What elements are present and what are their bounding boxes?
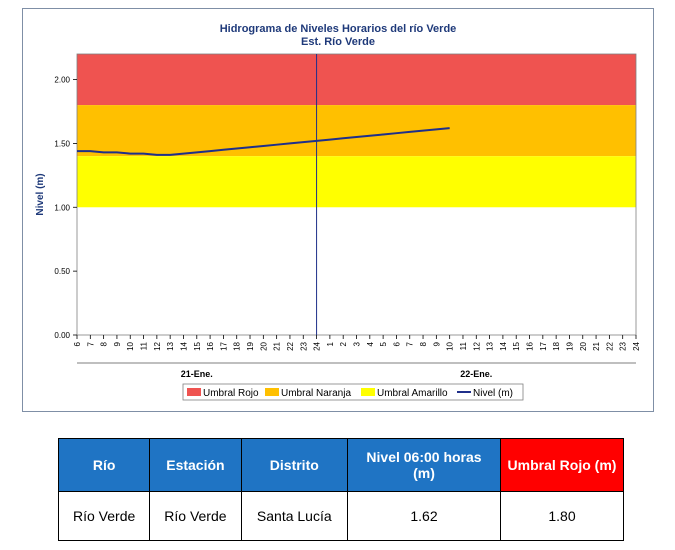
x-tick-label-40: 22 (605, 341, 614, 350)
x-tick-label-26: 8 (419, 341, 428, 346)
table-header-row: Río Estación Distrito Nivel 06:00 horas … (57, 438, 624, 492)
x-tick-label-39: 21 (592, 341, 601, 350)
x-tick-label-35: 17 (539, 341, 548, 350)
x-tick-label-33: 15 (512, 341, 521, 350)
y-tick-label-1: 0.50 (54, 267, 70, 276)
x-tick-label-32: 14 (499, 341, 508, 350)
x-tick-label-0: 6 (73, 341, 82, 346)
x-tick-label-24: 6 (392, 341, 401, 346)
x-tick-label-2: 8 (100, 341, 109, 346)
y-tick-label-3: 1.50 (54, 139, 70, 148)
y-tick-label-0: 0.00 (54, 331, 70, 340)
chart-title: Hidrograma de Niveles Horarios del río V… (220, 23, 457, 35)
x-tick-label-1: 7 (86, 341, 95, 346)
station-info-table: Río Estación Distrito Nivel 06:00 horas … (57, 438, 624, 541)
table-row: Río Verde Río Verde Santa Lucía 1.62 1.8… (57, 491, 624, 541)
x-tick-label-22: 4 (366, 341, 375, 346)
x-tick-label-19: 1 (326, 341, 335, 346)
threshold-band-2 (77, 156, 636, 208)
threshold-band-0 (77, 54, 636, 106)
x-tick-label-18: 24 (313, 341, 322, 350)
x-tick-label-7: 13 (166, 341, 175, 350)
cell-rio: Río Verde (57, 491, 151, 541)
cell-estacion: Río Verde (149, 491, 242, 541)
header-rio: Río (57, 438, 151, 492)
series-line-0 (77, 127, 450, 156)
legend-label-3: Nivel (m) (473, 388, 513, 399)
y-tick-label-4: 2.00 (54, 76, 70, 85)
x-tick-label-28: 10 (446, 341, 455, 350)
date-label-1: 22-Ene. (460, 369, 492, 379)
cell-distrito: Santa Lucía (240, 491, 349, 541)
x-tick-label-11: 17 (219, 341, 228, 350)
legend-label-1: Umbral Naranja (281, 388, 351, 399)
date-label-0: 21-Ene. (181, 369, 213, 379)
x-tick-label-29: 11 (459, 341, 468, 350)
header-estacion: Estación (149, 438, 242, 492)
x-tick-label-30: 12 (472, 341, 481, 350)
y-tick-label-2: 1.00 (54, 203, 70, 212)
hydrograph-chart: Hidrograma de Niveles Horarios del río V… (22, 8, 654, 412)
legend-label-0: Umbral Rojo (203, 388, 259, 399)
x-tick-label-6: 12 (153, 341, 162, 350)
x-tick-label-25: 7 (406, 341, 415, 346)
x-tick-label-41: 23 (619, 341, 628, 350)
legend-swatch-1 (265, 388, 279, 396)
y-axis-label: Nivel (m) (35, 173, 46, 215)
x-tick-label-21: 3 (353, 341, 362, 346)
x-tick-label-37: 19 (565, 341, 574, 350)
x-tick-label-8: 14 (179, 341, 188, 350)
x-tick-label-42: 24 (632, 341, 641, 350)
x-tick-label-38: 20 (579, 341, 588, 350)
x-tick-label-23: 5 (379, 341, 388, 346)
x-tick-label-3: 9 (113, 341, 122, 346)
x-tick-label-4: 10 (126, 341, 135, 350)
legend-label-2: Umbral Amarillo (377, 388, 448, 399)
cell-nivel: 1.62 (347, 491, 501, 541)
cell-umbral-rojo: 1.80 (500, 491, 624, 541)
x-tick-label-31: 13 (486, 341, 495, 350)
legend-swatch-2 (361, 388, 375, 396)
header-nivel: Nivel 06:00 horas (m) (347, 438, 501, 492)
x-tick-label-15: 21 (273, 341, 282, 350)
x-tick-label-16: 22 (286, 341, 295, 350)
header-distrito: Distrito (240, 438, 349, 492)
x-tick-label-34: 16 (526, 341, 535, 350)
x-tick-label-17: 23 (299, 341, 308, 350)
x-tick-label-14: 20 (259, 341, 268, 350)
x-tick-label-12: 18 (233, 341, 242, 350)
x-tick-label-10: 16 (206, 341, 215, 350)
threshold-band-1 (77, 105, 636, 157)
x-tick-label-5: 11 (140, 341, 149, 350)
header-umbral-rojo: Umbral Rojo (m) (500, 438, 624, 492)
x-tick-label-20: 2 (339, 341, 348, 346)
x-tick-label-13: 19 (246, 341, 255, 350)
x-tick-label-36: 18 (552, 341, 561, 350)
chart-subtitle: Est. Río Verde (301, 36, 375, 48)
x-tick-label-27: 9 (432, 341, 441, 346)
legend-swatch-0 (187, 388, 201, 396)
chart-svg: Hidrograma de Niveles Horarios del río V… (35, 23, 641, 401)
x-tick-label-9: 15 (193, 341, 202, 350)
